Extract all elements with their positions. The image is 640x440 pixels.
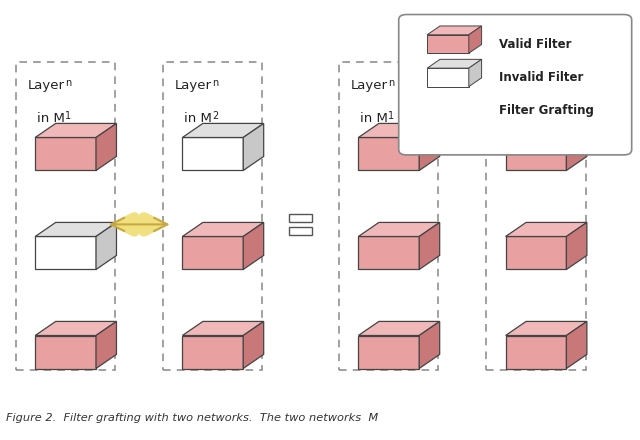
Polygon shape <box>182 123 264 137</box>
FancyBboxPatch shape <box>16 62 115 370</box>
Polygon shape <box>35 123 116 137</box>
FancyBboxPatch shape <box>399 15 632 155</box>
Polygon shape <box>358 137 419 170</box>
Polygon shape <box>35 321 116 335</box>
Text: in M: in M <box>37 112 65 125</box>
Polygon shape <box>506 123 587 137</box>
Text: Layer: Layer <box>499 79 535 92</box>
Text: Filter Grafting: Filter Grafting <box>499 104 594 117</box>
Polygon shape <box>566 123 587 170</box>
Polygon shape <box>35 137 96 170</box>
Polygon shape <box>428 35 468 53</box>
Polygon shape <box>182 237 243 269</box>
Polygon shape <box>419 222 440 269</box>
Text: n: n <box>535 78 541 88</box>
Polygon shape <box>35 335 96 368</box>
Polygon shape <box>358 123 440 137</box>
Polygon shape <box>35 237 96 269</box>
Polygon shape <box>96 123 116 170</box>
Text: 2: 2 <box>535 111 541 121</box>
Text: n: n <box>388 78 394 88</box>
Polygon shape <box>468 26 481 53</box>
Text: 2: 2 <box>212 111 218 121</box>
Polygon shape <box>428 26 481 35</box>
Text: Figure 2.  Filter grafting with two networks.  The two networks  M: Figure 2. Filter grafting with two netwo… <box>6 413 379 423</box>
Polygon shape <box>358 237 419 269</box>
Polygon shape <box>419 321 440 368</box>
Polygon shape <box>428 68 468 87</box>
Polygon shape <box>506 222 587 237</box>
Polygon shape <box>468 59 481 87</box>
Text: Invalid Filter: Invalid Filter <box>499 71 584 84</box>
Text: Valid Filter: Valid Filter <box>499 37 572 51</box>
Polygon shape <box>358 222 440 237</box>
Polygon shape <box>358 335 419 368</box>
Polygon shape <box>566 222 587 269</box>
Polygon shape <box>182 222 264 237</box>
Polygon shape <box>566 321 587 368</box>
Polygon shape <box>358 321 440 335</box>
FancyBboxPatch shape <box>486 62 586 370</box>
Polygon shape <box>243 321 264 368</box>
Text: Layer: Layer <box>28 79 65 92</box>
Text: 1: 1 <box>65 111 71 121</box>
Text: n: n <box>212 78 218 88</box>
FancyBboxPatch shape <box>289 227 312 235</box>
Polygon shape <box>506 137 566 170</box>
Polygon shape <box>35 222 116 237</box>
Polygon shape <box>506 237 566 269</box>
FancyBboxPatch shape <box>163 62 262 370</box>
Text: Layer: Layer <box>175 79 212 92</box>
Polygon shape <box>506 321 587 335</box>
Polygon shape <box>506 335 566 368</box>
Text: n: n <box>65 78 71 88</box>
Polygon shape <box>243 123 264 170</box>
Polygon shape <box>182 137 243 170</box>
Polygon shape <box>419 123 440 170</box>
Polygon shape <box>96 321 116 368</box>
Polygon shape <box>428 59 481 68</box>
Polygon shape <box>243 222 264 269</box>
Polygon shape <box>182 335 243 368</box>
Text: in M: in M <box>360 112 388 125</box>
Text: in M: in M <box>184 112 212 125</box>
Text: Layer: Layer <box>351 79 388 92</box>
FancyBboxPatch shape <box>289 214 312 222</box>
Text: 1: 1 <box>388 111 394 121</box>
Polygon shape <box>96 222 116 269</box>
Text: in M: in M <box>508 112 535 125</box>
FancyBboxPatch shape <box>339 62 438 370</box>
Polygon shape <box>182 321 264 335</box>
